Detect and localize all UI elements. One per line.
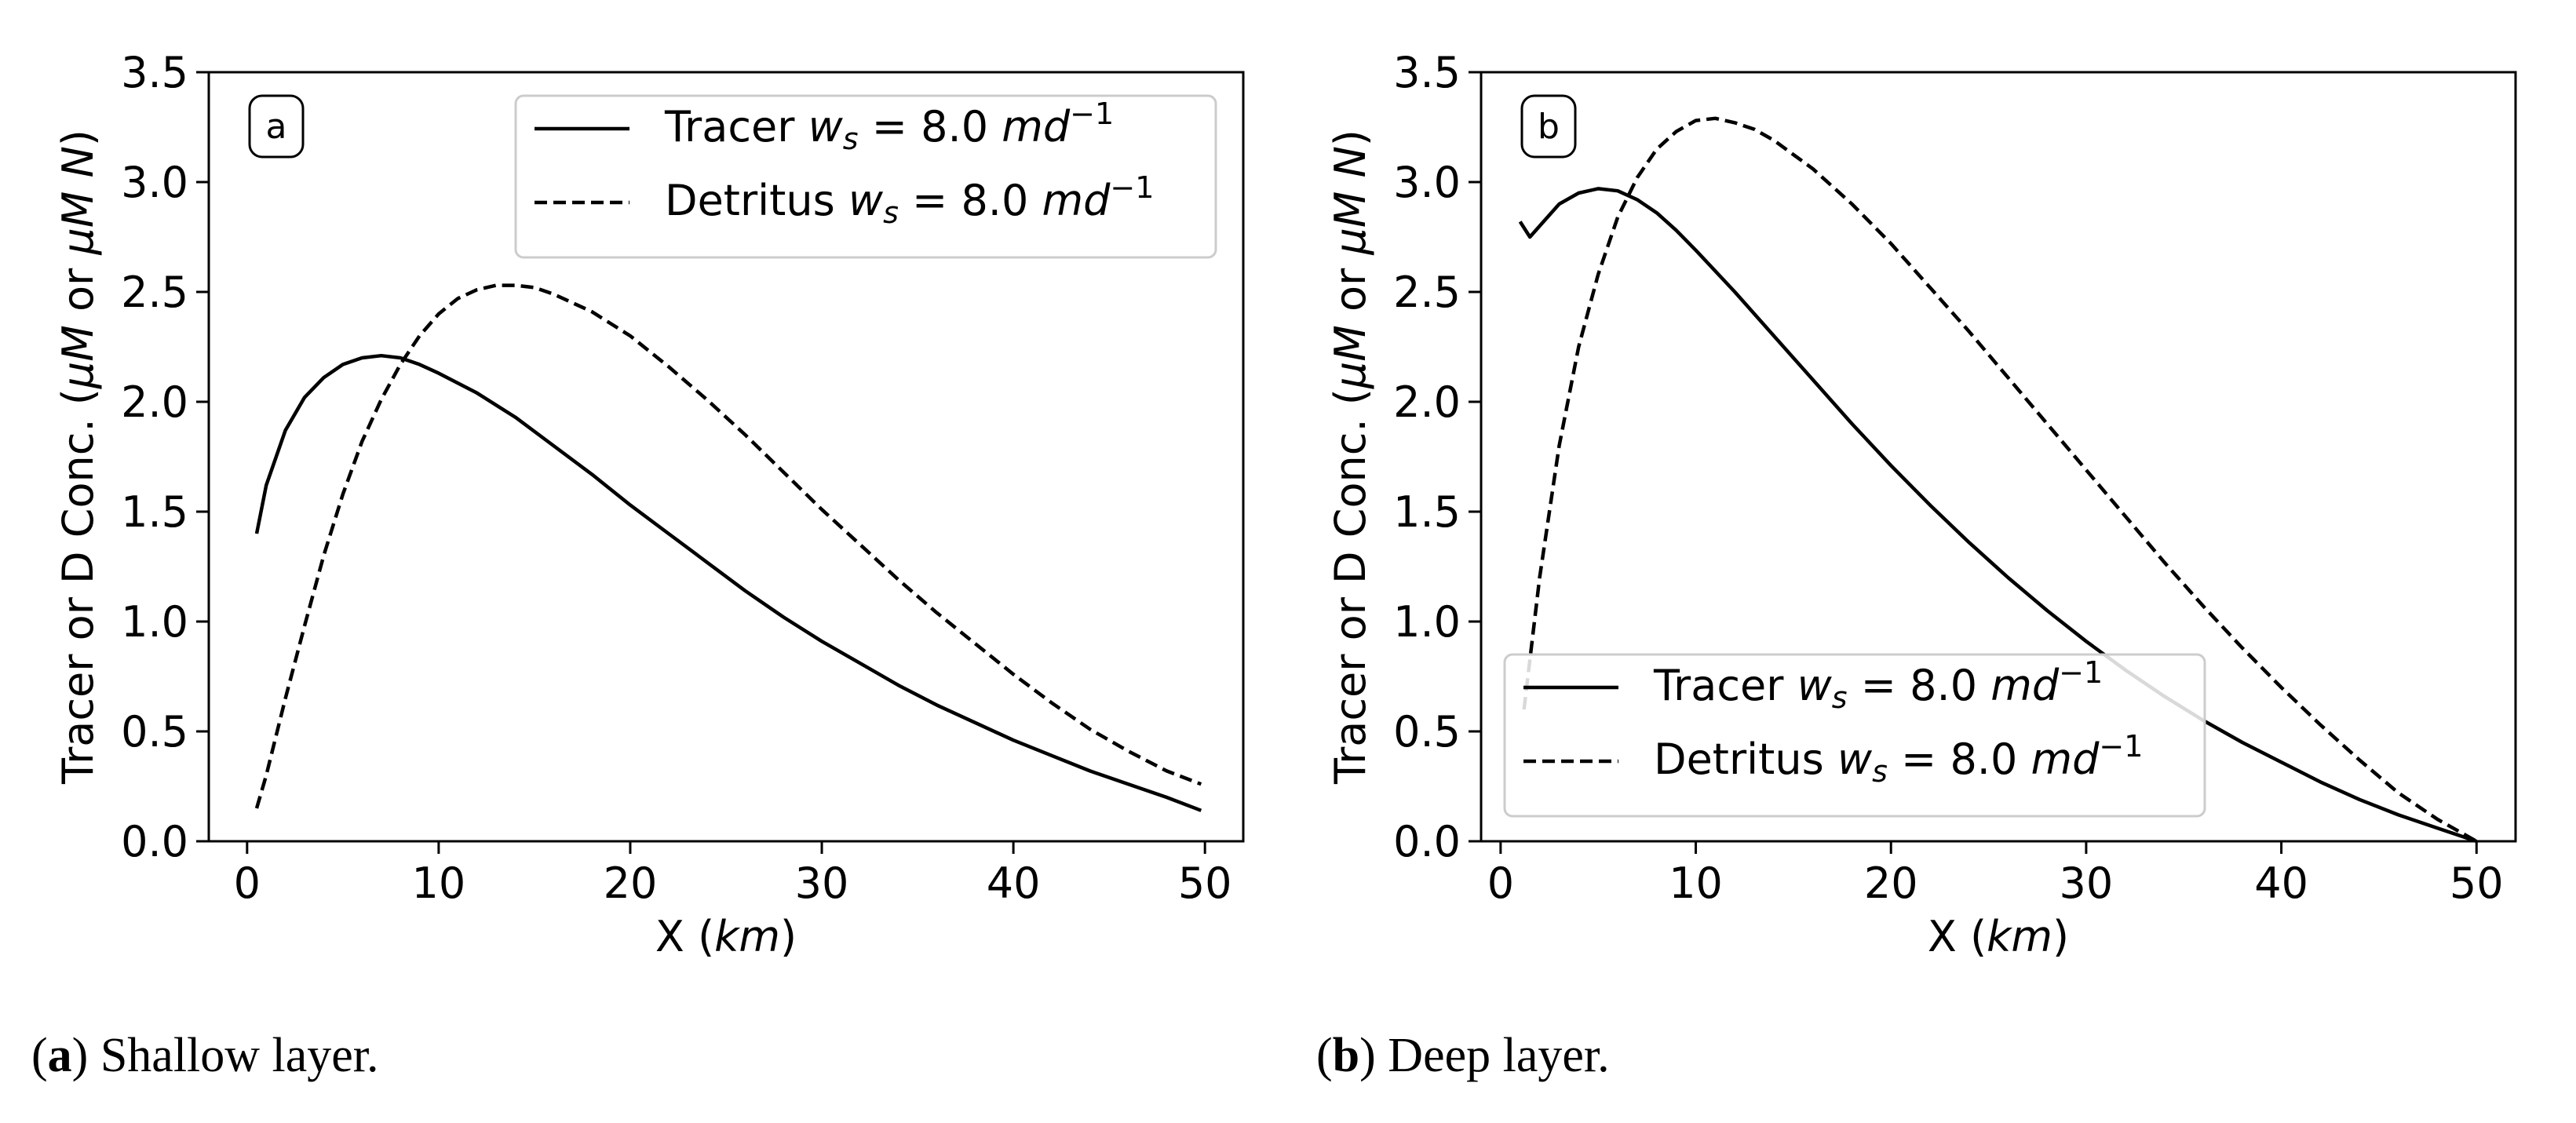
series-line-detritus <box>1522 116 2478 843</box>
caption-a-text: Shallow layer. <box>100 1029 379 1082</box>
series-line-tracer <box>1518 187 2478 844</box>
caption-b-letter: b <box>1332 1029 1360 1082</box>
x-tick-label: 40 <box>987 859 1041 908</box>
y-tick-label: 1.0 <box>1393 597 1461 647</box>
caption-b-text: Deep layer. <box>1388 1029 1610 1082</box>
panel-label: a <box>266 107 287 147</box>
x-tick-label: 10 <box>412 859 466 908</box>
y-tick-label: 0.5 <box>121 707 188 757</box>
x-tick-label: 50 <box>1178 859 1232 908</box>
x-tick-label: 50 <box>2450 859 2504 908</box>
x-tick-label: 10 <box>1669 859 1723 908</box>
x-tick-label: 0 <box>234 859 261 908</box>
legend-entry-tracer: Tracer ws = 8.0 md−1 <box>664 97 1114 156</box>
plot-frame <box>207 71 1245 843</box>
legend-box <box>514 94 1217 259</box>
legend-entry-tracer: Tracer ws = 8.0 md−1 <box>1653 655 2103 715</box>
legend-entry-detritus: Detritus ws = 8.0 md−1 <box>665 170 1154 230</box>
y-tick-label: 0.5 <box>1393 707 1461 757</box>
x-tick-label: 30 <box>2060 859 2114 908</box>
y-tick-label: 0.0 <box>121 817 188 866</box>
y-tick-label: 3.0 <box>121 158 188 207</box>
chart-panel-a: 0 10 20 30 40 50 0.0 0.5 1.0 1.5 2.0 2.5 3.0 3.5 X (km… <box>31 48 1245 1082</box>
y-tick-label: 2.5 <box>1393 268 1461 317</box>
y-tick-label: 1.5 <box>1393 487 1461 537</box>
y-tick-label: 0.0 <box>1393 817 1461 866</box>
x-tick-label: 20 <box>604 859 658 908</box>
x-tick-label: 30 <box>795 859 849 908</box>
chart-panel-b: 0 10 20 30 40 50 0.0 0.5 1.0 1.5 2.0 2.5 3.0 3.5 X (km… <box>1288 0 2576 1123</box>
series-line-tracer <box>254 353 1202 812</box>
y-tick-label: 1.0 <box>121 597 188 647</box>
y-tick-label: 3.0 <box>1393 158 1461 207</box>
chart-a: 0 10 20 30 40 50 0.0 0.5 1.0 1.5 2.0 2.5 3.0 3.5 X (km… <box>53 48 1245 961</box>
panel-label: b <box>1538 107 1560 147</box>
y-tick-label: 1.5 <box>121 487 188 537</box>
x-tick-label: 20 <box>1864 859 1918 908</box>
y-axis-label: Tracer or D Conc. (μM or μM N) <box>1326 129 1375 785</box>
panel-label-box <box>248 94 305 159</box>
legend-box <box>1503 653 2206 818</box>
x-tick-label: 40 <box>2254 859 2308 908</box>
y-tick-label: 2.0 <box>121 377 188 427</box>
x-axis-label: X (km) <box>655 912 797 961</box>
y-tick-label: 3.5 <box>1393 48 1461 97</box>
chart-b: 0 10 20 30 40 50 0.0 0.5 1.0 1.5 2.0 2.5 3.0 3.5 X (km… <box>1326 48 2517 961</box>
x-tick-label: 0 <box>1487 859 1514 908</box>
legend-entry-detritus: Detritus ws = 8.0 md−1 <box>1654 729 2143 789</box>
y-tick-label: 3.5 <box>121 48 188 97</box>
plot-frame <box>1480 71 2517 843</box>
caption-a-letter: a <box>47 1029 72 1082</box>
y-tick-label: 2.5 <box>121 268 188 317</box>
y-axis-label: Tracer or D Conc. (μM or μM N) <box>53 129 103 785</box>
panel-label-box <box>1520 94 1577 159</box>
x-axis-label: X (km) <box>1928 912 2069 961</box>
caption-b: (b) Deep layer. <box>1316 1029 1610 1082</box>
caption-a: (a) Shallow layer. <box>31 1029 379 1082</box>
y-tick-label: 2.0 <box>1393 377 1461 427</box>
series-line-detritus <box>254 283 1202 809</box>
